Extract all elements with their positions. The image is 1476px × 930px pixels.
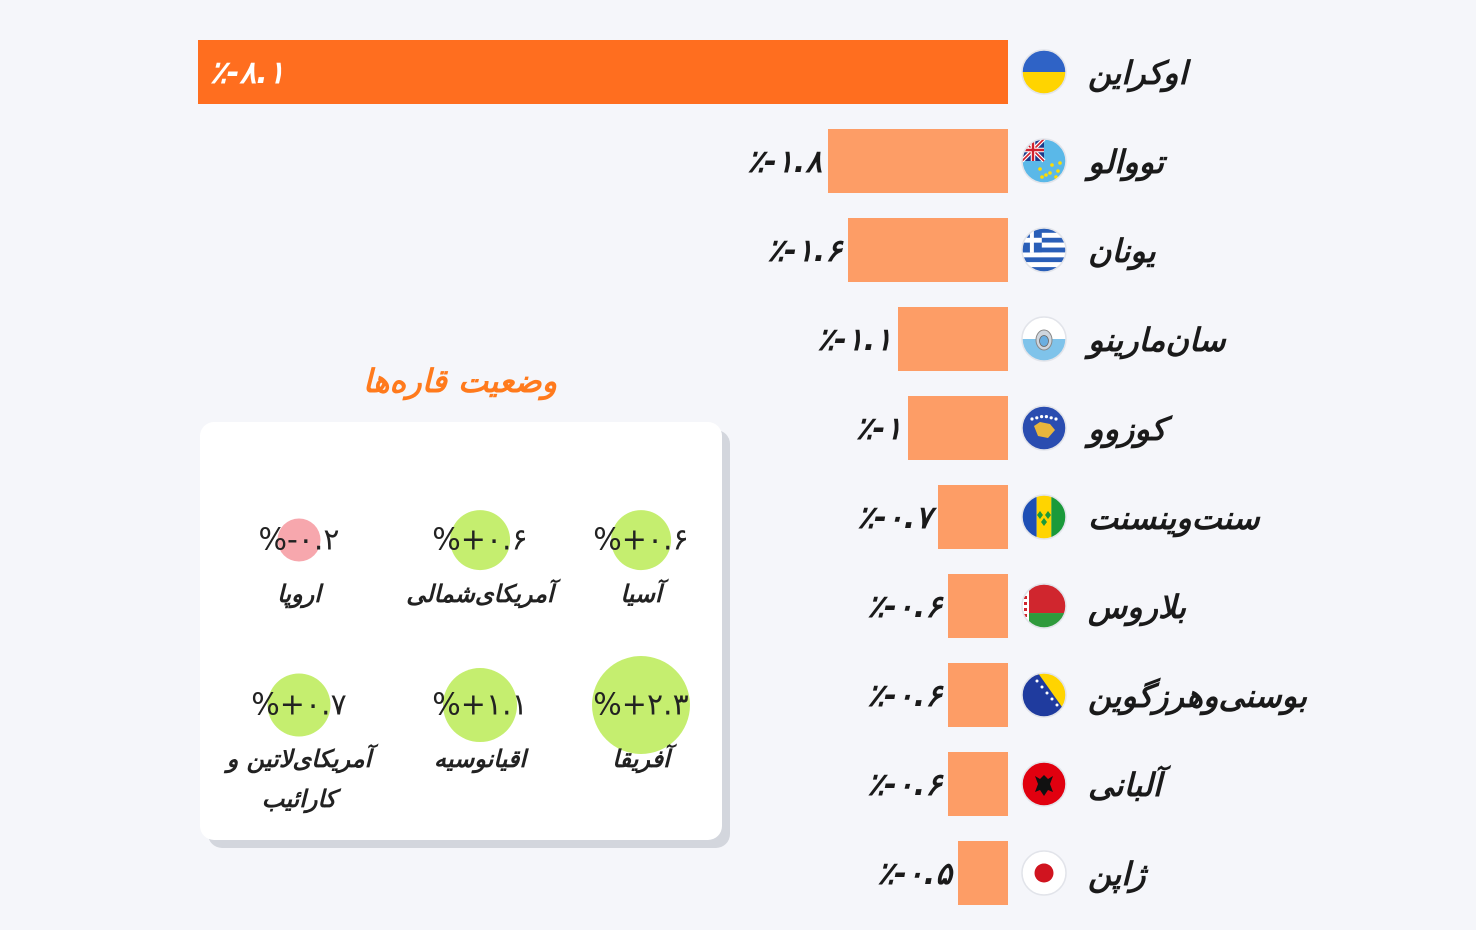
bar xyxy=(948,663,1008,727)
bar-row: ٪-۰.۶ آلبانی xyxy=(867,752,1172,816)
bar-value-label: ٪-۱.۶ xyxy=(767,233,844,269)
continent-name: آفریقا xyxy=(612,745,670,773)
continent-name: آمریکای‌لاتین و کارائیب xyxy=(226,745,372,813)
positive-circle xyxy=(267,673,331,737)
bar-row: ٪-۱.۱ سان‌مارینو xyxy=(817,307,1227,371)
japan-flag-icon xyxy=(1021,850,1067,896)
positive-circle xyxy=(592,656,690,754)
bar xyxy=(948,752,1008,816)
continent-item: %+۰.۶ آمریکای‌شمالی xyxy=(380,480,580,640)
continent-item: %+۱.۱ اقیانوسیه xyxy=(380,645,580,805)
bar-value-label: ٪-۰.۷ xyxy=(857,500,937,536)
continent-value: %+۲.۳ xyxy=(593,687,689,723)
albania-flag-icon xyxy=(1021,761,1067,807)
bosnia-flag-icon xyxy=(1021,672,1067,718)
negative-circle xyxy=(277,518,321,562)
bar-row: ٪-۰.۶ بلاروس xyxy=(867,574,1187,638)
bar-value-label: ٪-۰.۶ xyxy=(867,767,944,803)
category-label: کوزوو xyxy=(1084,410,1174,449)
category-label: اوکراین xyxy=(1088,54,1192,93)
continent-item: %+۲.۳ آفریقا xyxy=(541,645,741,805)
continent-item: %+۰.۶ آسیا xyxy=(541,480,741,640)
bar-row: ٪-۱ کوزوو xyxy=(856,396,1174,460)
category-label: بوسنی‌وهرزگوین xyxy=(1088,677,1308,716)
bar-row: ٪-۰.۷ سنت‌وینسنت xyxy=(857,485,1261,549)
category-label: یونان xyxy=(1088,232,1157,271)
bar-value-label: ٪-۱.۸ xyxy=(747,144,822,180)
continent-value: %-۰.۲ xyxy=(258,522,340,558)
continent-value: %+۰.۶ xyxy=(432,522,528,558)
bar xyxy=(828,129,1008,193)
bar xyxy=(908,396,1008,460)
bar-value-label: ٪-۰.۶ xyxy=(867,678,944,714)
continent-name: اروپا xyxy=(277,580,321,608)
continent-name: آمریکای‌شمالی xyxy=(406,580,554,608)
category-label: بلاروس xyxy=(1087,588,1187,627)
category-label: آلبانی xyxy=(1088,764,1172,804)
continent-value: %+۰.۷ xyxy=(251,687,347,723)
continent-item: %-۰.۲ اروپا xyxy=(199,480,399,640)
continent-name: آسیا xyxy=(620,580,662,608)
category-label: سنت‌وینسنت xyxy=(1088,499,1261,538)
bar-value-label: ٪-۸.۱ xyxy=(210,55,285,91)
belarus-flag-icon xyxy=(1021,583,1067,629)
continent-item: %+۰.۷ آمریکای‌لاتین و کارائیب xyxy=(199,645,399,813)
positive-circle xyxy=(450,510,510,570)
positive-circle xyxy=(611,510,671,570)
bar xyxy=(938,485,1008,549)
saint-vincent-flag-icon xyxy=(1021,494,1067,540)
bar-value-label: ٪-۰.۶ xyxy=(867,589,944,625)
continent-name: اقیانوسیه xyxy=(434,745,526,773)
greece-flag-icon xyxy=(1021,227,1067,273)
bar xyxy=(848,218,1008,282)
bar-row: ٪-۰.۵ ژاپن xyxy=(877,841,1149,905)
positive-circle xyxy=(443,668,517,742)
continents-title: وضعیت قاره‌ها xyxy=(362,362,558,400)
bar xyxy=(948,574,1008,638)
category-label: تووالو xyxy=(1084,143,1168,182)
continents-panel: %+۰.۶ آسیا %+۰.۶ آمریکای‌شمالی %-۰.۲ اروپا %+۲… xyxy=(200,422,722,840)
bar-row: ٪-۸.۱ اوکراین xyxy=(198,40,1192,104)
continent-value: %+۰.۶ xyxy=(593,522,689,558)
bar-value-label: ٪-۱ xyxy=(856,411,902,447)
tuvalu-flag-icon xyxy=(1021,138,1067,184)
bar-row: ٪-۱.۶ یونان xyxy=(767,218,1157,282)
kosovo-flag-icon xyxy=(1021,405,1067,451)
san-marino-flag-icon xyxy=(1021,316,1067,362)
bar-value-label: ٪-۱.۱ xyxy=(817,322,892,358)
bar-row: ٪-۰.۶ بوسنی‌وهرزگوین xyxy=(867,663,1308,727)
category-label: ژاپن xyxy=(1088,855,1149,894)
ukraine-flag-icon xyxy=(1021,49,1067,95)
bar-value-label: ٪-۰.۵ xyxy=(877,856,954,892)
bar xyxy=(958,841,1008,905)
bar xyxy=(198,40,1008,104)
category-label: سان‌مارینو xyxy=(1084,321,1227,360)
continent-value: %+۱.۱ xyxy=(432,687,528,723)
bar-row: ٪-۱.۸ تووالو xyxy=(747,129,1168,193)
bar xyxy=(898,307,1008,371)
